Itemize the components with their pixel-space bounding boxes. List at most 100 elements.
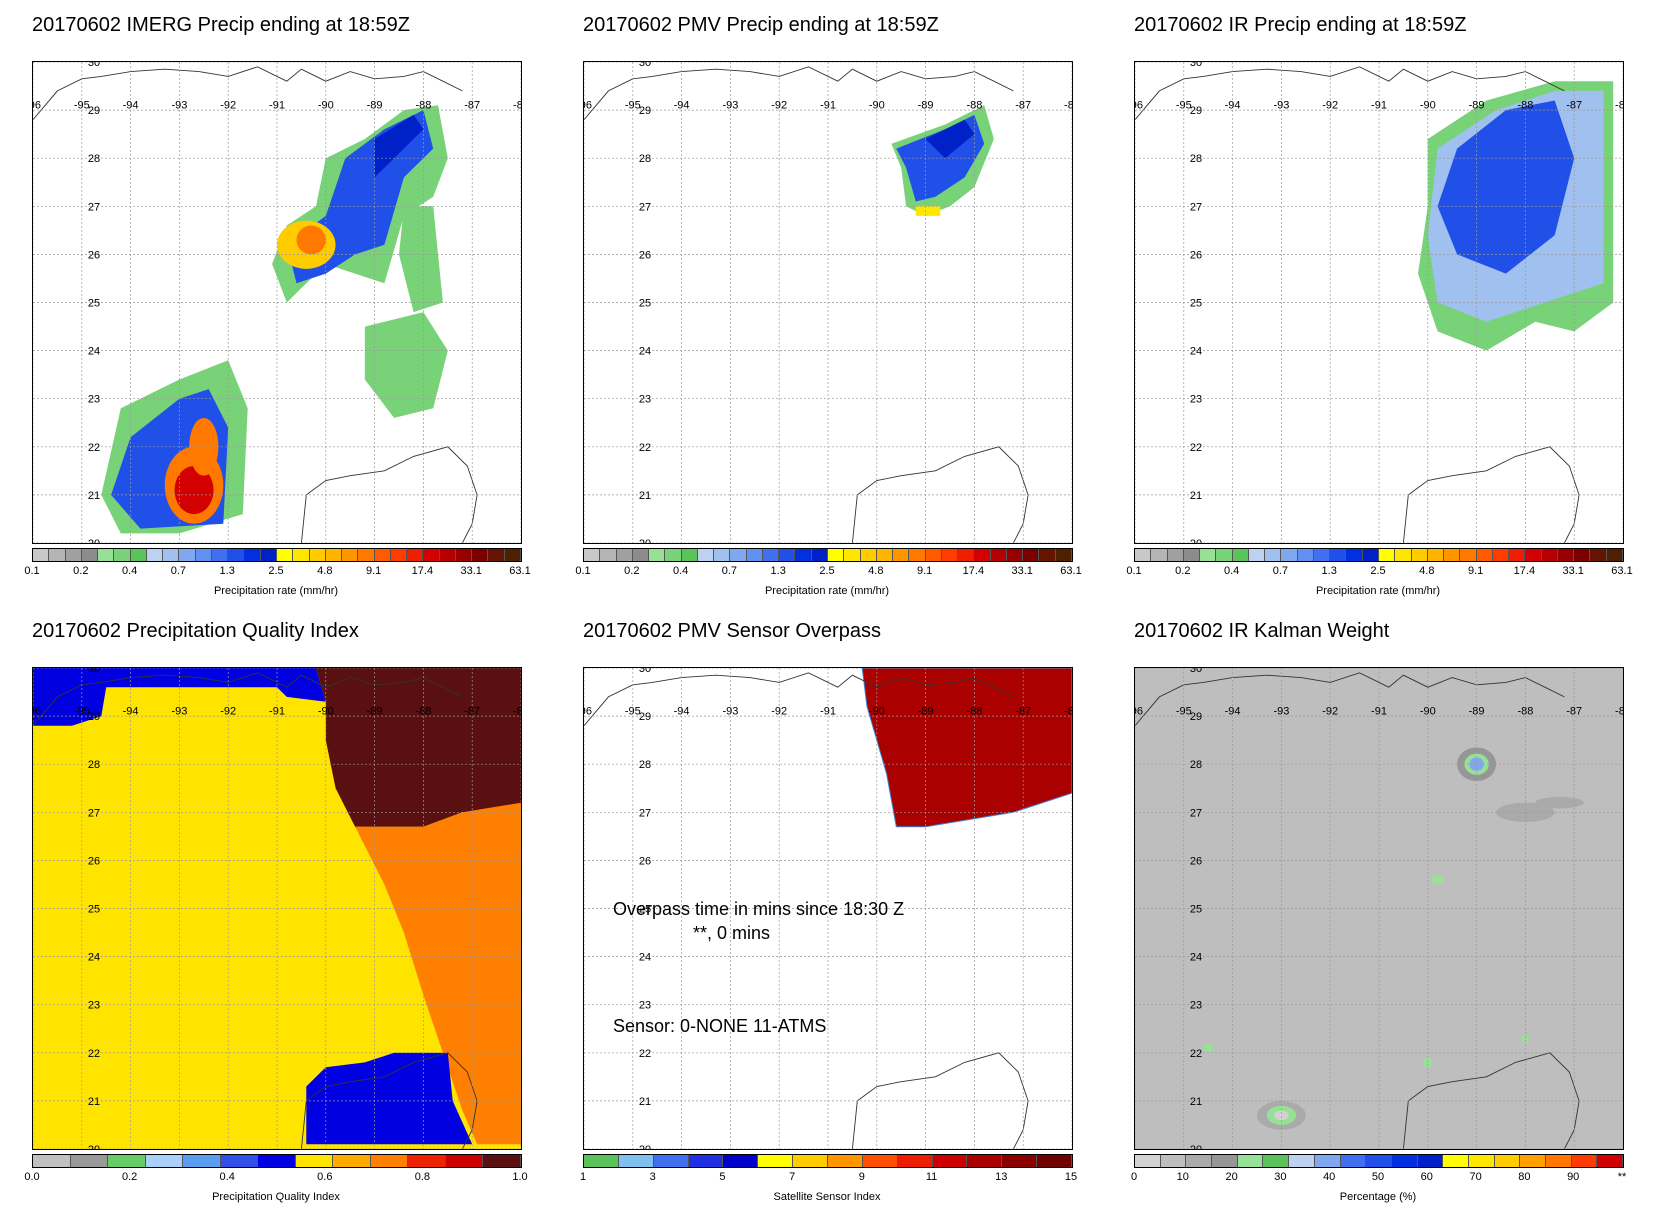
colorbar-swatch (714, 549, 731, 561)
colorbar-swatch (632, 549, 650, 561)
colorbar-swatch (145, 1155, 184, 1167)
panel-pqi: 20170602 Precipitation Quality Index-96-… (0, 606, 551, 1212)
colorbar-swatch (932, 1155, 968, 1167)
panel-title: 20170602 IMERG Precip ending at 18:59Z (32, 14, 411, 36)
colorbar (32, 1154, 522, 1168)
lon-tick-label: -93 (1273, 100, 1289, 112)
colorbar-swatch (1248, 549, 1266, 561)
lon-tick-label: -94 (123, 706, 139, 718)
lon-tick-label: -89 (367, 706, 383, 718)
colorbar-swatch (333, 1155, 371, 1167)
lat-tick-label: 23 (639, 1000, 651, 1012)
colorbar-title: Satellite Sensor Index (773, 1191, 881, 1203)
colorbar-tick-label: 0.6 (317, 1171, 333, 1183)
colorbar-swatch (370, 1155, 409, 1167)
colorbar-swatch (828, 1155, 863, 1167)
colorbar-swatch (665, 549, 682, 561)
colorbar-tick-label: 2.5 (1370, 565, 1386, 577)
colorbar-tick-label: ** (1617, 1171, 1627, 1183)
colorbar-swatch (504, 549, 521, 561)
colorbar-tick-label: 7 (789, 1171, 796, 1183)
colorbar-swatch (1289, 1155, 1315, 1167)
lat-tick-label: 25 (1190, 298, 1202, 310)
colorbar-tick-label: 33.1 (460, 565, 482, 577)
panel-title: 20170602 IR Precip ending at 18:59Z (1134, 14, 1467, 36)
colorbar-tick-label: 4.8 (317, 565, 333, 577)
colorbar-swatch (1039, 549, 1056, 561)
gulf-coastline (33, 672, 463, 726)
colorbar-swatch (445, 1155, 484, 1167)
colorbar-tick-label: 1.0 (512, 1171, 528, 1183)
colorbar-swatch (1590, 549, 1607, 561)
colorbar-tick-label: 9.1 (365, 565, 382, 577)
pqi-field (306, 1052, 473, 1145)
lat-tick-label: 30 (1190, 668, 1202, 675)
lon-tick-label: -95 (74, 706, 90, 718)
colorbar-swatch (114, 549, 131, 561)
colorbar-tick-label: 15 (1064, 1171, 1078, 1183)
lon-tick-label: -88 (1517, 706, 1533, 718)
yucatan-coastline (1402, 446, 1580, 543)
colorbar-tick-label: 60 (1420, 1171, 1433, 1183)
colorbar-swatch (1037, 1155, 1073, 1167)
colorbar-swatch (584, 1155, 619, 1167)
colorbar-swatch (1212, 1155, 1238, 1167)
colorbar-swatch (1160, 1155, 1187, 1167)
lon-tick-label: -88 (415, 100, 431, 112)
colorbar-tick-label: 0.4 (121, 565, 138, 577)
gulf-coastline (1135, 672, 1565, 726)
colorbar-swatch (1494, 1155, 1521, 1167)
precip-core (915, 206, 941, 216)
lat-tick-label: 22 (1190, 1048, 1202, 1060)
colorbar-swatch (1183, 549, 1201, 561)
colorbar-swatch (1232, 549, 1249, 561)
lon-tick-label: -86 (1064, 100, 1072, 112)
colorbar-swatch (1427, 549, 1445, 561)
colorbar-swatch (65, 549, 82, 561)
precip-area (1437, 100, 1575, 274)
colorbar-tick-label: 80 (1518, 1171, 1531, 1183)
colorbar-swatch (81, 549, 99, 561)
lat-tick-label: 28 (639, 153, 651, 165)
colorbar-tick-label: 0.4 (219, 1171, 235, 1183)
colorbar-tick-label: 63.1 (1060, 565, 1082, 577)
pqi-field (355, 802, 521, 1145)
lon-tick-label: -87 (1566, 100, 1582, 112)
colorbar-tick-label: 9.1 (1467, 565, 1484, 577)
colorbar-swatch (374, 549, 391, 561)
lon-tick-label: -96 (1135, 100, 1143, 112)
gulf-coastline (584, 66, 1014, 120)
lat-tick-label: 30 (88, 62, 100, 69)
lon-tick-label: -86 (1615, 706, 1623, 718)
lat-tick-label: 29 (88, 711, 100, 723)
colorbar-swatch (793, 1155, 829, 1167)
colorbar-swatch (195, 549, 212, 561)
overpass-time-label: Overpass time in mins since 18:30 Z (613, 899, 905, 919)
lon-tick-label: -86 (1064, 706, 1072, 718)
lon-tick-label: -90 (318, 706, 334, 718)
gulf-coastline (584, 672, 1014, 726)
colorbar-tick-label: 0 (1130, 1171, 1138, 1183)
colorbar-swatch (958, 549, 975, 561)
colorbar-tick-label: 0.4 (672, 565, 689, 577)
lat-tick-label: 27 (1190, 201, 1202, 213)
colorbar-swatch (1546, 1155, 1572, 1167)
colorbar-swatch (844, 549, 861, 561)
lat-tick-label: 21 (639, 1096, 651, 1108)
lon-tick-label: -91 (1371, 706, 1387, 718)
lon-tick-label: -95 (74, 100, 90, 112)
lon-tick-label: -91 (820, 100, 836, 112)
colorbar-tick-label: 0.8 (414, 1171, 431, 1183)
colorbar-swatch (244, 549, 261, 561)
colorbar-swatch (472, 549, 489, 561)
colorbar (583, 548, 1073, 562)
colorbar-swatch (897, 1155, 933, 1167)
colorbar-swatch (1571, 1155, 1598, 1167)
colorbar-swatch (990, 549, 1007, 561)
lat-tick-label: 20 (1190, 1144, 1202, 1149)
colorbar-swatch (358, 549, 375, 561)
lat-tick-label: 29 (88, 105, 100, 117)
colorbar-title: Precipitation rate (mm/hr) (213, 585, 339, 597)
colorbar-tick-label: 17.4 (962, 565, 985, 577)
colorbar-swatch (1313, 549, 1331, 561)
